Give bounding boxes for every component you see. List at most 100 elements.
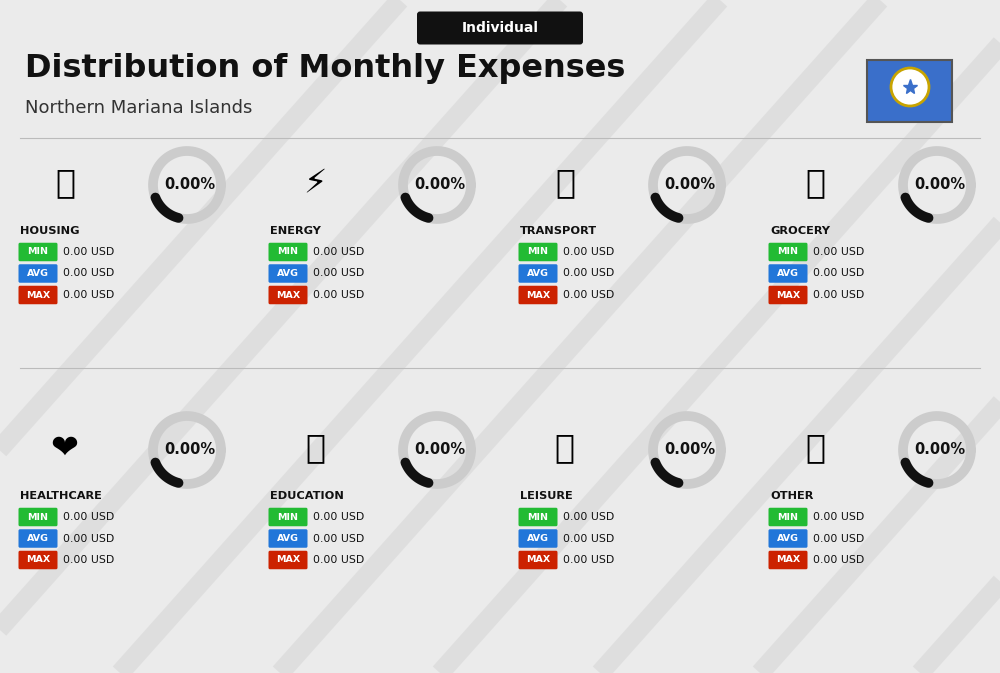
FancyBboxPatch shape	[18, 551, 57, 569]
Text: 0.00%: 0.00%	[414, 178, 466, 192]
FancyBboxPatch shape	[268, 243, 308, 261]
Text: MAX: MAX	[776, 291, 800, 299]
Text: Individual: Individual	[462, 21, 538, 35]
Text: 0.00 USD: 0.00 USD	[563, 534, 614, 544]
Text: AVG: AVG	[277, 269, 299, 278]
FancyBboxPatch shape	[518, 529, 558, 548]
FancyBboxPatch shape	[768, 243, 808, 261]
FancyBboxPatch shape	[268, 507, 308, 526]
Text: MAX: MAX	[526, 291, 550, 299]
FancyBboxPatch shape	[268, 529, 308, 548]
FancyBboxPatch shape	[417, 11, 583, 44]
Text: 0.00 USD: 0.00 USD	[813, 534, 864, 544]
Text: AVG: AVG	[527, 534, 549, 543]
Text: 0.00 USD: 0.00 USD	[563, 290, 614, 300]
FancyBboxPatch shape	[768, 286, 808, 304]
Text: 0.00 USD: 0.00 USD	[563, 269, 614, 279]
Text: AVG: AVG	[277, 534, 299, 543]
Text: AVG: AVG	[27, 269, 49, 278]
FancyBboxPatch shape	[268, 551, 308, 569]
Text: MAX: MAX	[276, 291, 300, 299]
Text: 0.00%: 0.00%	[164, 178, 216, 192]
Text: 0.00 USD: 0.00 USD	[313, 269, 364, 279]
FancyBboxPatch shape	[518, 551, 558, 569]
Text: 0.00 USD: 0.00 USD	[813, 555, 864, 565]
Text: AVG: AVG	[777, 269, 799, 278]
Text: 0.00%: 0.00%	[164, 443, 216, 458]
FancyBboxPatch shape	[518, 264, 558, 283]
FancyBboxPatch shape	[18, 507, 57, 526]
Text: AVG: AVG	[27, 534, 49, 543]
FancyBboxPatch shape	[867, 60, 952, 122]
Text: 0.00 USD: 0.00 USD	[63, 534, 114, 544]
Text: 🏢: 🏢	[55, 166, 75, 199]
Text: OTHER: OTHER	[770, 491, 813, 501]
FancyBboxPatch shape	[768, 529, 808, 548]
FancyBboxPatch shape	[18, 529, 57, 548]
Text: TRANSPORT: TRANSPORT	[520, 226, 597, 236]
Text: MIN: MIN	[528, 513, 548, 522]
Text: 🛍️: 🛍️	[555, 431, 575, 464]
Text: 💰: 💰	[805, 431, 825, 464]
Text: AVG: AVG	[777, 534, 799, 543]
FancyBboxPatch shape	[18, 243, 57, 261]
Text: GROCERY: GROCERY	[770, 226, 830, 236]
Text: 🎓: 🎓	[305, 431, 325, 464]
FancyBboxPatch shape	[518, 243, 558, 261]
Text: 0.00 USD: 0.00 USD	[813, 269, 864, 279]
Text: 0.00 USD: 0.00 USD	[313, 512, 364, 522]
Text: 0.00 USD: 0.00 USD	[313, 247, 364, 257]
Text: MIN: MIN	[528, 248, 548, 256]
Text: MIN: MIN	[278, 513, 299, 522]
Text: HOUSING: HOUSING	[20, 226, 80, 236]
Text: 0.00%: 0.00%	[914, 178, 966, 192]
Text: ❤️: ❤️	[51, 431, 79, 464]
Text: 0.00 USD: 0.00 USD	[563, 512, 614, 522]
Text: MAX: MAX	[526, 555, 550, 565]
Text: 0.00%: 0.00%	[414, 443, 466, 458]
Text: 0.00 USD: 0.00 USD	[813, 512, 864, 522]
FancyBboxPatch shape	[18, 286, 57, 304]
Text: Northern Mariana Islands: Northern Mariana Islands	[25, 99, 252, 117]
Text: 0.00 USD: 0.00 USD	[563, 555, 614, 565]
Text: ENERGY: ENERGY	[270, 226, 321, 236]
Text: 0.00 USD: 0.00 USD	[813, 290, 864, 300]
FancyBboxPatch shape	[518, 286, 558, 304]
Text: MAX: MAX	[776, 555, 800, 565]
Text: 0.00%: 0.00%	[914, 443, 966, 458]
Text: AVG: AVG	[527, 269, 549, 278]
FancyBboxPatch shape	[268, 264, 308, 283]
Text: 0.00 USD: 0.00 USD	[813, 247, 864, 257]
Text: MAX: MAX	[26, 291, 50, 299]
Text: LEISURE: LEISURE	[520, 491, 573, 501]
Text: MIN: MIN	[778, 513, 798, 522]
FancyBboxPatch shape	[768, 551, 808, 569]
Text: HEALTHCARE: HEALTHCARE	[20, 491, 102, 501]
Text: MIN: MIN	[278, 248, 299, 256]
Text: MAX: MAX	[26, 555, 50, 565]
Text: 0.00 USD: 0.00 USD	[63, 290, 114, 300]
FancyBboxPatch shape	[18, 264, 57, 283]
Text: ⚡: ⚡	[303, 166, 327, 199]
FancyBboxPatch shape	[268, 286, 308, 304]
Text: 0.00 USD: 0.00 USD	[313, 534, 364, 544]
Circle shape	[891, 68, 929, 106]
FancyBboxPatch shape	[518, 507, 558, 526]
FancyBboxPatch shape	[768, 507, 808, 526]
Text: 0.00 USD: 0.00 USD	[563, 247, 614, 257]
Text: 0.00%: 0.00%	[664, 443, 716, 458]
Text: Distribution of Monthly Expenses: Distribution of Monthly Expenses	[25, 52, 625, 83]
Text: 🛒: 🛒	[805, 166, 825, 199]
Text: 0.00 USD: 0.00 USD	[63, 512, 114, 522]
Text: 0.00 USD: 0.00 USD	[63, 269, 114, 279]
Text: 🚌: 🚌	[555, 166, 575, 199]
Text: 0.00 USD: 0.00 USD	[313, 290, 364, 300]
Text: 0.00%: 0.00%	[664, 178, 716, 192]
Text: MIN: MIN	[778, 248, 798, 256]
Text: 0.00 USD: 0.00 USD	[63, 555, 114, 565]
Text: MIN: MIN	[27, 248, 48, 256]
Text: 0.00 USD: 0.00 USD	[313, 555, 364, 565]
Text: MAX: MAX	[276, 555, 300, 565]
Text: MIN: MIN	[27, 513, 48, 522]
Text: EDUCATION: EDUCATION	[270, 491, 344, 501]
